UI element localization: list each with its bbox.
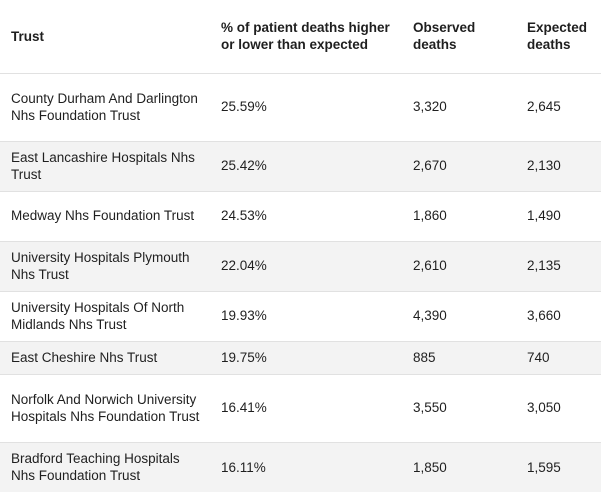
pct-cell: 25.42%	[210, 141, 402, 192]
trust-cell: County Durham And Darlington Nhs Foundat…	[0, 73, 210, 142]
expected-cell: 3,660	[516, 291, 601, 342]
observed-cell: 885	[402, 341, 516, 375]
table-row: Norfolk And Norwich University Hospitals…	[0, 374, 601, 443]
pct-cell: 19.93%	[210, 291, 402, 342]
observed-cell: 1,850	[402, 442, 516, 492]
expected-cell: 1,595	[516, 442, 601, 492]
pct-cell: 19.75%	[210, 341, 402, 375]
trust-cell: University Hospitals Plymouth Nhs Trust	[0, 241, 210, 292]
trust-cell: East Cheshire Nhs Trust	[0, 341, 210, 375]
observed-cell: 2,610	[402, 241, 516, 292]
observed-cell: 3,320	[402, 73, 516, 142]
pct-cell: 22.04%	[210, 241, 402, 292]
pct-cell: 16.11%	[210, 442, 402, 492]
expected-cell: 3,050	[516, 374, 601, 443]
table-row: County Durham And Darlington Nhs Foundat…	[0, 73, 601, 142]
trust-cell: East Lancashire Hospitals Nhs Trust	[0, 141, 210, 192]
trust-cell: Norfolk And Norwich University Hospitals…	[0, 374, 210, 443]
observed-cell: 3,550	[402, 374, 516, 443]
observed-cell: 1,860	[402, 191, 516, 242]
table-row: East Lancashire Hospitals Nhs Trust 25.4…	[0, 141, 601, 192]
expected-cell: 740	[516, 341, 601, 375]
table-header-row: Trust % of patient deaths higher or lowe…	[0, 0, 601, 74]
column-header-observed: Observed deaths	[402, 0, 516, 74]
table-row: University Hospitals Of North Midlands N…	[0, 291, 601, 342]
expected-cell: 2,135	[516, 241, 601, 292]
expected-cell: 1,490	[516, 191, 601, 242]
table-row: Bradford Teaching Hospitals Nhs Foundati…	[0, 442, 601, 492]
pct-cell: 16.41%	[210, 374, 402, 443]
pct-cell: 24.53%	[210, 191, 402, 242]
table-row: University Hospitals Plymouth Nhs Trust …	[0, 241, 601, 292]
pct-cell: 25.59%	[210, 73, 402, 142]
expected-cell: 2,645	[516, 73, 601, 142]
column-header-trust: Trust	[0, 0, 210, 74]
trust-cell: Medway Nhs Foundation Trust	[0, 191, 210, 242]
expected-cell: 2,130	[516, 141, 601, 192]
table-row: East Cheshire Nhs Trust 19.75% 885 740	[0, 341, 601, 375]
column-header-expected: Expected deaths	[516, 0, 601, 74]
column-header-pct: % of patient deaths higher or lower than…	[210, 0, 402, 74]
trust-cell: Bradford Teaching Hospitals Nhs Foundati…	[0, 442, 210, 492]
observed-cell: 4,390	[402, 291, 516, 342]
trust-cell: University Hospitals Of North Midlands N…	[0, 291, 210, 342]
table-row: Medway Nhs Foundation Trust 24.53% 1,860…	[0, 191, 601, 242]
observed-cell: 2,670	[402, 141, 516, 192]
